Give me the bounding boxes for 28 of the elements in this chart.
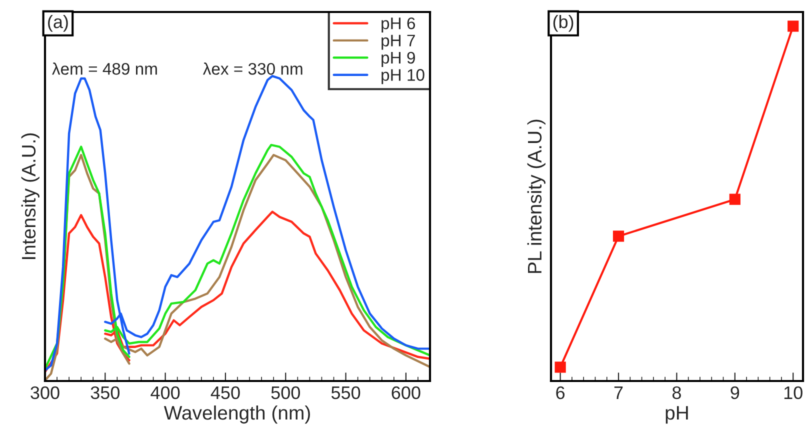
x-tick-label: 600 — [392, 386, 420, 400]
y-axis-title: Intensity (A.U.) — [21, 133, 40, 259]
x-tick-label: 8 — [672, 386, 681, 400]
text: (a) — [48, 14, 68, 32]
x-tick-label: 6 — [556, 386, 565, 400]
x-tick-label: 500 — [271, 386, 300, 400]
legend-label: pH 10 — [382, 69, 424, 84]
x-tick-label: 550 — [331, 386, 360, 400]
x-tick-label: 400 — [150, 386, 180, 400]
x-axis-title: pH — [666, 406, 688, 424]
x-tick-label: 300 — [30, 386, 60, 400]
legend-label: pH 9 — [382, 52, 415, 67]
point — [612, 230, 624, 242]
point — [729, 194, 740, 205]
x-tick-label: 7 — [614, 386, 623, 399]
y-axis-title: PL intensity (A.U.) — [527, 120, 546, 273]
x-axis-title: Wavelength (nm) — [164, 405, 310, 424]
x-tick-label: 9 — [730, 386, 740, 400]
legend-label: pH 7 — [382, 34, 415, 50]
x-tick-label: 10 — [784, 386, 802, 400]
text: λex = 330 nm — [202, 62, 302, 75]
point — [788, 20, 799, 32]
text: λem = 489 nm — [52, 62, 157, 75]
point — [554, 362, 566, 373]
x-tick-label: 450 — [210, 386, 240, 400]
x-tick-label: 350 — [90, 386, 120, 400]
legend-label: pH 6 — [382, 17, 415, 33]
annotation: (b) — [553, 14, 574, 32]
